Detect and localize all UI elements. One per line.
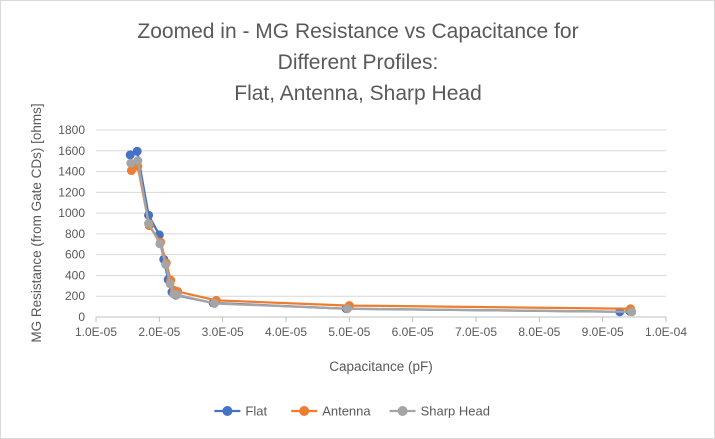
legend-label: Antenna bbox=[322, 404, 371, 419]
legend-label: Sharp Head bbox=[421, 404, 490, 419]
series-flat bbox=[125, 146, 635, 317]
y-tick-label: 600 bbox=[65, 248, 85, 262]
x-tick-label: 6.0E-05 bbox=[392, 325, 434, 339]
chart-title-line: Flat, Antenna, Sharp Head bbox=[234, 82, 482, 105]
chart-title: Zoomed in - MG Resistance vs Capacitance… bbox=[137, 20, 578, 105]
chart-title-line: Zoomed in - MG Resistance vs Capacitance… bbox=[137, 20, 578, 43]
data-point bbox=[133, 156, 143, 166]
gridlines bbox=[96, 129, 666, 318]
data-point bbox=[627, 307, 637, 317]
data-point bbox=[126, 166, 136, 176]
y-tick-label: 1200 bbox=[58, 185, 85, 199]
x-axis-tick-labels: 1.0E-05 2.0E-05 3.0E-05 4.0E-05 5.0E-05 6.0E-… bbox=[75, 317, 687, 339]
y-tick-label: 800 bbox=[65, 227, 85, 241]
x-tick-label: 2.0E-05 bbox=[138, 325, 180, 339]
x-tick-label: 3.0E-05 bbox=[202, 325, 244, 339]
legend-marker bbox=[397, 406, 408, 416]
x-tick-label: 9.0E-05 bbox=[582, 325, 624, 339]
data-point bbox=[161, 260, 171, 270]
y-tick-label: 1400 bbox=[58, 165, 85, 179]
chart-title-line: Different Profiles: bbox=[278, 51, 439, 74]
x-tick-label: 1.0E-05 bbox=[75, 325, 117, 339]
y-axis-title: MG Resistance (from Gate CDs) [ohms] bbox=[29, 103, 44, 342]
x-tick-label: 5.0E-05 bbox=[328, 325, 370, 339]
x-axis-title: Capacitance (pF) bbox=[329, 359, 433, 374]
legend-item: Flat bbox=[214, 404, 267, 419]
x-tick-label: 8.0E-05 bbox=[518, 325, 560, 339]
y-tick-label: 400 bbox=[65, 268, 85, 282]
series-layer bbox=[125, 146, 637, 317]
y-tick-label: 1800 bbox=[58, 123, 85, 137]
series-sharp-head bbox=[126, 156, 637, 317]
y-tick-label: 1000 bbox=[58, 206, 85, 220]
data-point bbox=[126, 158, 136, 168]
x-tick-label: 1.0E-04 bbox=[645, 325, 687, 339]
data-point bbox=[172, 290, 182, 300]
y-axis-tick-labels: 0 200 400 600 800 1000 1200 1400 1600 1800 bbox=[58, 123, 85, 324]
data-point bbox=[144, 219, 154, 228]
legend-item: Antenna bbox=[291, 404, 371, 419]
legend-item: Sharp Head bbox=[389, 404, 490, 419]
data-point bbox=[155, 239, 165, 249]
data-point bbox=[209, 298, 219, 308]
legend-marker bbox=[299, 406, 310, 416]
data-point bbox=[125, 150, 135, 160]
x-tick-label: 7.0E-05 bbox=[455, 325, 497, 339]
series-line bbox=[130, 159, 632, 313]
y-tick-label: 200 bbox=[65, 289, 85, 303]
y-tick-label: 0 bbox=[78, 310, 85, 324]
data-point bbox=[132, 146, 142, 156]
legend-label: Flat bbox=[245, 404, 267, 419]
y-tick-label: 1600 bbox=[58, 144, 85, 158]
data-point bbox=[342, 304, 352, 314]
legend: Flat Antenna Sharp Head bbox=[214, 404, 490, 419]
series-line bbox=[129, 150, 630, 313]
legend-marker bbox=[222, 406, 233, 416]
data-point bbox=[165, 279, 175, 289]
series-antenna bbox=[126, 161, 636, 314]
x-tick-label: 4.0E-05 bbox=[265, 325, 307, 339]
series-line bbox=[130, 165, 631, 310]
